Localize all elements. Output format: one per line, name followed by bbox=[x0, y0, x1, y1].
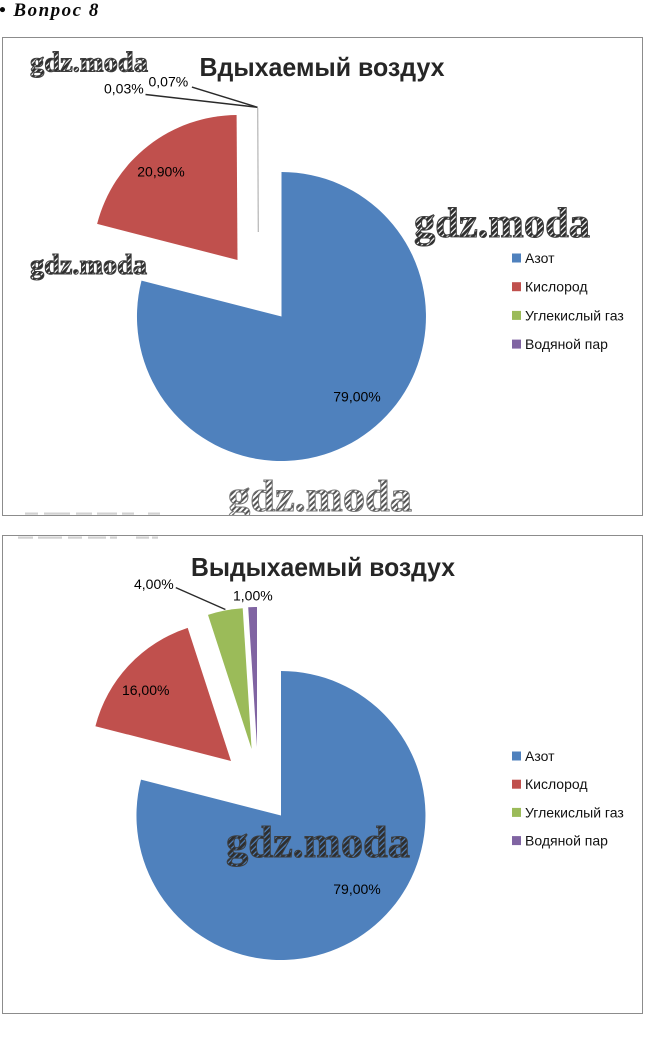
svg-text:79,00%: 79,00% bbox=[333, 389, 380, 405]
svg-text:Кислород: Кислород bbox=[525, 776, 588, 792]
svg-text:Вдыхаемый воздух: Вдыхаемый воздух bbox=[200, 52, 446, 82]
svg-text:Кислород: Кислород bbox=[525, 279, 588, 295]
svg-text:gdz.moda: gdz.moda bbox=[30, 47, 148, 79]
svg-text:0,03%: 0,03% bbox=[104, 81, 144, 97]
svg-text:16,00%: 16,00% bbox=[122, 682, 169, 698]
svg-text:79,00%: 79,00% bbox=[333, 881, 380, 897]
svg-text:Углекислый газ: Углекислый газ bbox=[525, 307, 624, 323]
svg-text:gdz.moda: gdz.moda bbox=[414, 200, 590, 247]
svg-text:gdz.moda: gdz.moda bbox=[226, 817, 410, 867]
svg-text:0,07%: 0,07% bbox=[149, 74, 189, 90]
svg-text:Выдыхаемый воздух: Выдыхаемый воздух bbox=[191, 552, 455, 582]
svg-text:1,00%: 1,00% bbox=[233, 588, 273, 604]
svg-text:Водяной пар: Водяной пар bbox=[525, 833, 608, 849]
svg-text:4,00%: 4,00% bbox=[134, 576, 174, 592]
svg-text:20,90%: 20,90% bbox=[137, 164, 184, 180]
svg-text:Углекислый газ: Углекислый газ bbox=[525, 804, 624, 820]
svg-text:Азот: Азот bbox=[525, 250, 555, 266]
svg-text:Азот: Азот bbox=[525, 748, 555, 764]
svg-text:• Вопрос 8: • Вопрос 8 bbox=[0, 0, 100, 21]
svg-text:gdz.moda: gdz.moda bbox=[228, 471, 412, 521]
svg-text:gdz.moda: gdz.moda bbox=[30, 250, 147, 281]
svg-text:Водяной пар: Водяной пар bbox=[525, 336, 608, 352]
